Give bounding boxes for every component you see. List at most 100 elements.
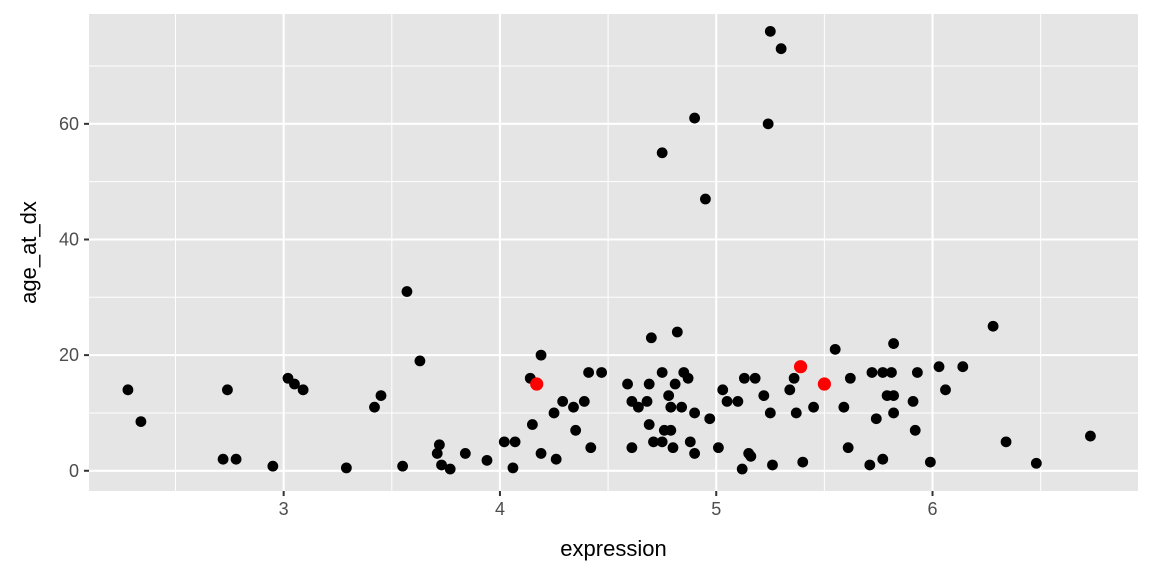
data-point xyxy=(481,454,493,466)
data-point xyxy=(888,338,899,349)
data-point xyxy=(431,448,443,459)
data-point xyxy=(297,384,309,396)
data-point xyxy=(764,25,776,37)
y-tick-label: 0 xyxy=(69,461,79,481)
data-point xyxy=(745,450,757,462)
data-point xyxy=(135,416,147,428)
data-point xyxy=(570,424,582,436)
data-point xyxy=(886,367,897,378)
data-point xyxy=(578,395,590,407)
data-point xyxy=(842,442,854,454)
data-point xyxy=(369,401,380,413)
x-axis: 3 4 5 6 xyxy=(279,491,938,519)
major-gridlines xyxy=(89,14,1138,491)
data-point xyxy=(1085,430,1096,442)
data-point xyxy=(684,436,696,448)
data-point xyxy=(713,442,724,454)
x-tick-label: 6 xyxy=(928,499,938,519)
data-point xyxy=(622,378,633,390)
data-point xyxy=(736,463,748,475)
data-point xyxy=(888,407,899,419)
data-point xyxy=(340,462,352,474)
data-point xyxy=(656,367,668,378)
data-point xyxy=(375,390,387,401)
data-point xyxy=(784,384,796,396)
data-point xyxy=(866,367,878,378)
data-point xyxy=(797,456,809,468)
data-point xyxy=(632,401,644,413)
y-tick-label: 40 xyxy=(59,229,79,249)
data-point xyxy=(626,442,638,454)
data-point xyxy=(643,419,655,430)
data-point xyxy=(808,401,819,413)
data-point xyxy=(433,439,445,451)
data-point xyxy=(535,448,547,459)
data-point xyxy=(732,395,744,407)
data-point xyxy=(1000,436,1012,448)
data-point xyxy=(933,361,945,373)
data-point xyxy=(526,419,538,430)
data-point xyxy=(217,453,229,465)
data-point xyxy=(844,372,856,384)
data-point xyxy=(641,395,653,407)
data-point xyxy=(665,401,677,413)
data-point xyxy=(924,456,936,468)
data-point xyxy=(870,413,882,425)
data-point xyxy=(676,401,688,413)
data-point xyxy=(864,459,876,471)
data-point xyxy=(222,384,233,396)
data-point xyxy=(775,43,787,55)
data-point xyxy=(689,448,701,459)
data-point xyxy=(764,407,776,419)
data-point xyxy=(535,349,547,361)
data-point xyxy=(656,147,668,159)
data-point xyxy=(548,407,560,419)
highlighted-point xyxy=(817,377,831,391)
data-point xyxy=(940,384,951,396)
highlighted-point xyxy=(793,360,808,374)
data-point xyxy=(790,407,802,419)
data-point xyxy=(498,436,510,448)
data-point xyxy=(509,436,521,448)
data-points xyxy=(122,25,1096,475)
data-point xyxy=(957,361,969,373)
data-point xyxy=(663,390,675,401)
data-point xyxy=(909,424,921,436)
data-point xyxy=(648,436,659,448)
data-point xyxy=(557,395,569,407)
data-point xyxy=(682,372,694,384)
data-point xyxy=(550,453,562,465)
data-point xyxy=(414,355,426,367)
highlighted-point xyxy=(530,377,544,391)
data-point xyxy=(1030,457,1042,469)
x-tick-label: 3 xyxy=(279,499,289,519)
x-tick-label: 5 xyxy=(711,499,721,519)
data-point xyxy=(122,384,134,396)
data-point xyxy=(704,413,716,425)
data-point xyxy=(401,286,413,297)
data-point xyxy=(877,367,889,378)
data-point xyxy=(645,332,657,344)
data-point xyxy=(907,395,919,407)
data-point xyxy=(459,448,471,459)
data-point xyxy=(583,367,595,378)
data-point xyxy=(596,367,608,378)
y-tick-label: 20 xyxy=(59,345,79,365)
x-tick-label: 4 xyxy=(495,499,505,519)
data-point xyxy=(289,378,300,390)
data-point xyxy=(444,463,456,475)
data-point xyxy=(568,401,579,413)
y-tick-label: 60 xyxy=(59,114,79,134)
data-point xyxy=(738,372,750,384)
data-point xyxy=(230,453,242,465)
data-point xyxy=(397,460,409,472)
data-point xyxy=(665,424,677,436)
data-point xyxy=(436,459,447,471)
data-point xyxy=(877,453,889,465)
data-point xyxy=(758,390,770,401)
data-point xyxy=(700,193,711,205)
data-point xyxy=(762,118,774,130)
data-point xyxy=(643,378,655,390)
data-point xyxy=(767,459,778,471)
